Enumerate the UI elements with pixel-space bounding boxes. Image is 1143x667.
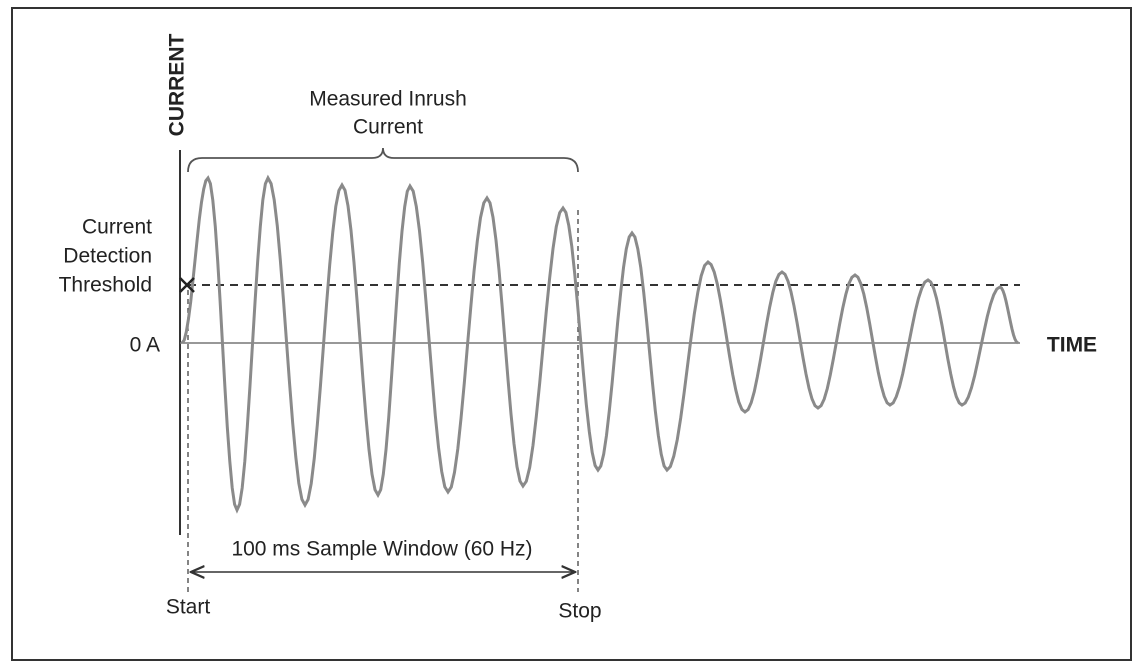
start-label: Start xyxy=(166,596,211,619)
waveform xyxy=(180,174,1019,514)
threshold-label: Detection xyxy=(63,245,152,268)
inrush-label: Measured Inrush xyxy=(309,88,467,111)
stop-label: Stop xyxy=(558,600,601,623)
inrush-label: Current xyxy=(353,116,423,139)
zero-label: 0 A xyxy=(130,334,160,357)
window-label: 100 ms Sample Window (60 Hz) xyxy=(231,538,532,561)
threshold-label: Current xyxy=(82,216,152,239)
y-axis-label: CURRENT xyxy=(166,34,189,137)
detection-marker xyxy=(179,277,195,293)
threshold-label: Threshold xyxy=(59,274,152,297)
brace xyxy=(187,147,579,173)
x-axis-label: TIME xyxy=(1047,334,1097,357)
